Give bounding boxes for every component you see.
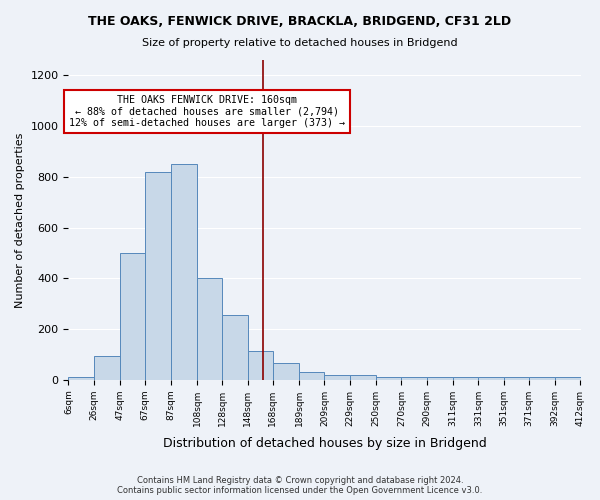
Text: THE OAKS FENWICK DRIVE: 160sqm
← 88% of detached houses are smaller (2,794)
12% : THE OAKS FENWICK DRIVE: 160sqm ← 88% of … <box>68 95 344 128</box>
Bar <box>325 375 350 380</box>
X-axis label: Distribution of detached houses by size in Bridgend: Distribution of detached houses by size … <box>163 437 487 450</box>
Bar <box>68 378 94 380</box>
Y-axis label: Number of detached properties: Number of detached properties <box>15 132 25 308</box>
Bar <box>478 378 503 380</box>
Bar <box>529 378 555 380</box>
Text: Contains HM Land Registry data © Crown copyright and database right 2024.
Contai: Contains HM Land Registry data © Crown c… <box>118 476 482 495</box>
Text: Size of property relative to detached houses in Bridgend: Size of property relative to detached ho… <box>142 38 458 48</box>
Bar <box>555 378 581 380</box>
Bar <box>197 278 222 380</box>
Bar <box>94 356 120 380</box>
Bar <box>376 376 401 380</box>
Bar <box>273 364 299 380</box>
Bar <box>222 315 248 380</box>
Bar <box>145 172 170 380</box>
Bar <box>401 378 427 380</box>
Bar <box>350 375 376 380</box>
Bar <box>299 372 325 380</box>
Bar <box>427 378 453 380</box>
Bar <box>248 350 273 380</box>
Bar <box>120 253 145 380</box>
Bar <box>453 378 478 380</box>
Bar <box>503 378 529 380</box>
Bar <box>170 164 197 380</box>
Text: THE OAKS, FENWICK DRIVE, BRACKLA, BRIDGEND, CF31 2LD: THE OAKS, FENWICK DRIVE, BRACKLA, BRIDGE… <box>88 15 512 28</box>
